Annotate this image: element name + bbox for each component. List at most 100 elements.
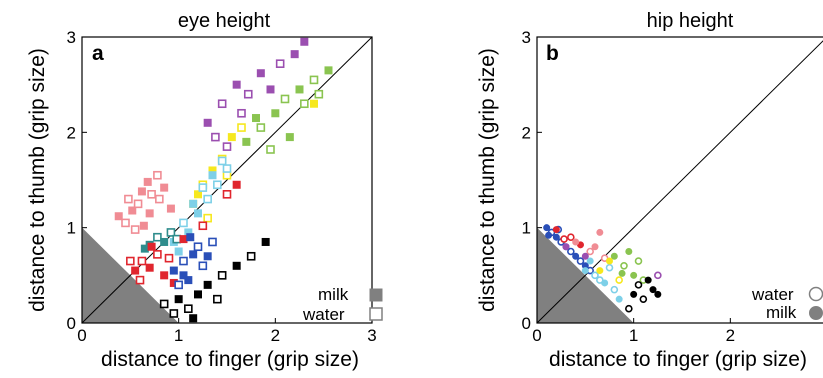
data-point [630,271,638,279]
panel-b-y-tick-label: 2 [522,123,531,142]
data-point [654,290,662,298]
data-point [552,233,560,241]
data-point [137,187,146,196]
data-point [649,286,657,294]
data-point [213,180,222,190]
panel-a-ylabel: distance to thumb (grip size) [26,48,49,312]
data-point [217,99,227,109]
data-point [266,85,275,94]
data-point [596,267,604,275]
panel-b-y-tick-label: 0 [522,314,531,333]
data-point [198,221,208,231]
data-point [232,180,241,189]
data-point [610,252,618,260]
panel-b-legend-label-water: water [751,285,794,304]
panel-b-xlabel: distance to finger (grip size) [549,348,807,371]
data-point [576,257,585,265]
panel-a-x-tick-label: 3 [367,326,376,345]
panel-a-legend-label-milk: milk [318,285,349,304]
data-point [572,238,580,246]
data-point [174,280,183,290]
data-point [610,285,619,294]
data-point [153,232,162,242]
data-point [285,133,294,142]
panel-b-reference-line [537,40,823,323]
data-point [222,164,232,173]
data-point [194,290,202,299]
data-point [654,271,662,280]
data-point [169,309,179,318]
data-point [194,190,202,199]
panel-a-legend-label-water: water [302,305,345,324]
data-point [179,256,188,266]
data-point [203,118,212,127]
data-point [560,235,568,243]
data-point [227,133,236,142]
data-point [160,183,169,192]
data-point [300,37,309,46]
data-point [164,253,174,263]
data-point [644,276,652,284]
panel-a-y-tick-label: 3 [67,28,76,47]
data-point [166,204,175,213]
data-point [174,247,183,256]
data-point [179,271,188,280]
panel-b-legend-label-milk: milk [766,303,797,322]
data-point [208,237,217,247]
data-point [194,209,202,218]
data-point [256,123,266,132]
data-point [634,281,643,289]
data-point [581,267,589,275]
data-point [145,209,154,218]
panel-a-y-tick-label: 0 [67,314,76,333]
data-point [121,218,130,228]
data-point [634,257,643,265]
panel-b-title: hip height [647,10,734,32]
data-point [324,66,333,75]
data-point [552,226,560,234]
data-point [222,142,232,151]
data-point [211,132,220,142]
data-point [208,171,217,180]
data-point [198,261,208,271]
panel-a-x-tick-label: 0 [77,326,86,345]
data-point [300,99,309,109]
data-point [232,261,241,270]
data-point [310,99,318,108]
data-point [203,280,212,289]
data-point [179,235,188,244]
data-point [290,50,299,59]
data-point [160,271,169,280]
data-point [169,266,178,275]
data-point [625,304,633,313]
data-point [596,228,604,236]
data-point [203,213,212,223]
data-point [295,85,304,94]
data-point [189,199,198,208]
data-point [217,156,227,166]
data-point [615,276,623,284]
data-point [237,108,246,118]
panel-b-y-tick-label: 3 [522,28,531,47]
data-point [314,89,324,99]
panel-a-letter: a [92,42,104,65]
data-point [166,228,176,237]
panel-a-y-tick-label: 1 [67,219,76,238]
data-point [567,233,575,241]
data-point [242,137,251,146]
data-point [174,295,183,304]
panel-a-x-tick-label: 2 [271,326,280,345]
data-point [137,256,147,266]
panel-b: hip height distance to finger (grip size… [476,10,823,371]
panel-a-reference-line [82,37,372,323]
panel-a: eye height distance to finger (grip size… [26,10,383,371]
data-point [130,225,140,234]
panel-a-title: eye height [178,10,271,32]
data-point [203,252,212,261]
panel-a-axes-frame [81,36,373,324]
data-point [147,242,156,251]
data-point [615,295,623,303]
data-point [147,190,156,199]
